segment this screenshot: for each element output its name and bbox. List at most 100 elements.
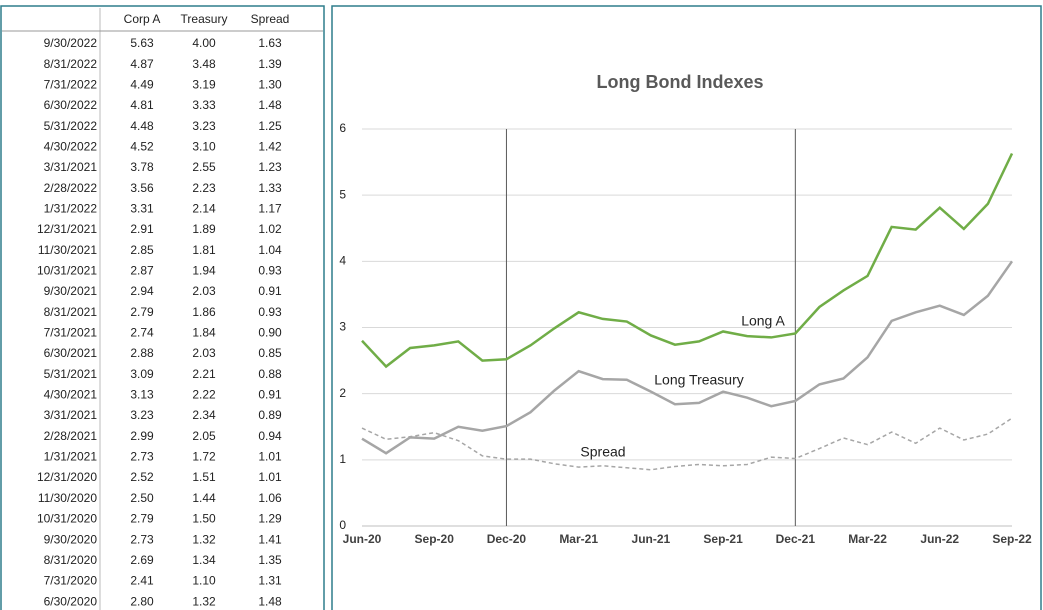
y-tick-label: 3	[339, 320, 346, 334]
value-cell: 1.63	[258, 36, 282, 50]
date-cell: 2/28/2021	[44, 429, 98, 443]
date-cell: 10/31/2021	[37, 264, 97, 278]
value-cell: 0.93	[258, 305, 282, 319]
value-cell: 2.80	[130, 594, 154, 608]
date-cell: 12/31/2021	[37, 222, 97, 236]
date-cell: 1/31/2022	[44, 202, 98, 216]
date-cell: 11/30/2020	[38, 491, 97, 505]
y-tick-label: 0	[339, 518, 346, 532]
date-cell: 6/30/2021	[44, 346, 98, 360]
series-label: Long A	[741, 313, 785, 329]
value-cell: 4.87	[130, 57, 154, 71]
value-cell: 1.39	[258, 57, 282, 71]
value-cell: 2.69	[130, 553, 154, 567]
x-tick-label: Mar-22	[848, 532, 887, 546]
date-cell: 7/31/2020	[44, 574, 98, 588]
value-cell: 2.99	[130, 429, 154, 443]
date-cell: 10/31/2020	[37, 512, 97, 526]
series-line	[361, 417, 1013, 471]
value-cell: 2.50	[130, 491, 154, 505]
table-panel	[0, 5, 325, 610]
date-cell: 4/30/2021	[44, 388, 98, 402]
value-cell: 0.88	[258, 367, 282, 381]
value-cell: 1.89	[192, 222, 216, 236]
value-cell: 1.84	[192, 326, 216, 340]
value-cell: 2.91	[130, 222, 154, 236]
date-cell: 3/31/2021	[44, 408, 98, 422]
value-cell: 1.51	[192, 470, 216, 484]
date-cell: 9/30/2022	[44, 36, 98, 50]
value-cell: 0.85	[258, 346, 282, 360]
value-cell: 1.10	[192, 574, 216, 588]
value-cell: 2.79	[130, 512, 154, 526]
value-cell: 1.44	[192, 491, 216, 505]
date-cell: 8/31/2021	[44, 305, 98, 319]
value-cell: 1.32	[192, 594, 216, 608]
value-cell: 2.52	[130, 470, 154, 484]
value-cell: 1.29	[258, 512, 282, 526]
value-cell: 1.41	[258, 532, 282, 546]
value-cell: 0.91	[258, 284, 282, 298]
value-cell: 1.06	[258, 491, 282, 505]
value-cell: 0.89	[258, 408, 282, 422]
value-cell: 3.19	[192, 78, 216, 92]
value-cell: 0.93	[258, 264, 282, 278]
value-cell: 2.21	[192, 367, 216, 381]
date-cell: 7/31/2022	[44, 78, 98, 92]
date-cell: 1/31/2021	[44, 450, 98, 464]
value-cell: 2.79	[130, 305, 154, 319]
value-cell: 2.94	[130, 284, 154, 298]
x-tick-label: Jun-22	[920, 532, 959, 546]
x-tick-label: Sep-20	[415, 532, 455, 546]
value-cell: 3.56	[130, 181, 154, 195]
value-cell: 3.23	[130, 408, 154, 422]
x-tick-label: Jun-21	[632, 532, 671, 546]
date-cell: 11/30/2021	[38, 243, 97, 257]
series-label: Long Treasury	[654, 372, 744, 388]
date-cell: 9/30/2020	[44, 532, 98, 546]
value-cell: 1.33	[258, 181, 282, 195]
value-cell: 2.23	[192, 181, 216, 195]
date-cell: 8/31/2022	[44, 57, 98, 71]
value-cell: 3.23	[192, 119, 216, 133]
value-cell: 1.48	[258, 98, 282, 112]
y-tick-label: 6	[339, 121, 346, 135]
value-cell: 1.48	[258, 594, 282, 608]
value-cell: 2.14	[192, 202, 216, 216]
chart-title: Long Bond Indexes	[596, 72, 763, 92]
value-cell: 2.03	[192, 284, 216, 298]
date-cell: 12/31/2020	[37, 470, 97, 484]
value-cell: 2.05	[192, 429, 216, 443]
value-cell: 1.30	[258, 78, 282, 92]
value-cell: 5.63	[130, 36, 154, 50]
x-tick-label: Dec-20	[487, 532, 527, 546]
date-cell: 6/30/2020	[44, 594, 98, 608]
value-cell: 2.85	[130, 243, 154, 257]
value-cell: 1.04	[258, 243, 282, 257]
value-cell: 0.91	[258, 388, 282, 402]
x-tick-label: Sep-22	[992, 532, 1032, 546]
value-cell: 4.52	[130, 140, 154, 154]
value-cell: 4.48	[130, 119, 154, 133]
value-cell: 2.88	[130, 346, 154, 360]
value-cell: 2.73	[130, 450, 154, 464]
value-cell: 2.34	[192, 408, 216, 422]
value-cell: 2.87	[130, 264, 154, 278]
value-cell: 4.81	[130, 98, 154, 112]
table-header: Corp A	[124, 12, 161, 26]
value-cell: 2.74	[130, 326, 154, 340]
value-cell: 1.94	[192, 264, 216, 278]
value-cell: 1.01	[258, 470, 282, 484]
value-cell: 3.10	[192, 140, 216, 154]
value-cell: 3.33	[192, 98, 216, 112]
value-cell: 2.55	[192, 160, 216, 174]
value-cell: 1.23	[258, 160, 282, 174]
value-cell: 1.31	[258, 574, 282, 588]
date-cell: 8/31/2020	[44, 553, 98, 567]
value-cell: 2.22	[192, 388, 216, 402]
value-cell: 1.86	[192, 305, 216, 319]
series-line	[361, 152, 1014, 369]
date-cell: 2/28/2022	[44, 181, 98, 195]
value-cell: 0.90	[258, 326, 282, 340]
